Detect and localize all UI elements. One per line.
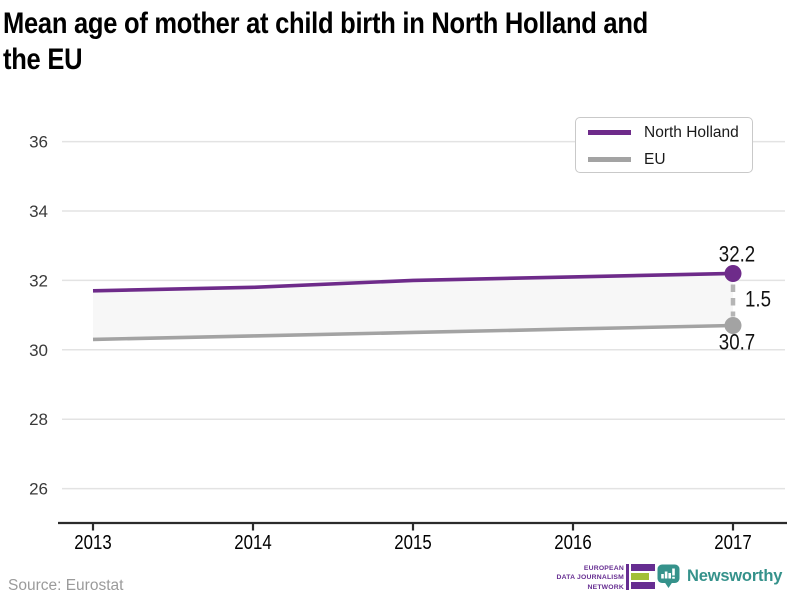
- north-holland-end-dot: [724, 264, 742, 282]
- y-tick-label-36: 36: [29, 133, 48, 152]
- y-tick-label-34: 34: [29, 202, 48, 221]
- newsworthy-wordmark: Newsworthy: [687, 567, 783, 585]
- edjn-logo-divider: [626, 564, 629, 590]
- eu-value-label: 30.7: [719, 331, 755, 355]
- eu-line: [92, 323, 734, 342]
- source-credit: Source: Eurostat: [8, 577, 124, 594]
- north-holland-line: [92, 271, 734, 293]
- difference-band: [93, 273, 733, 340]
- y-tick-label-30: 30: [29, 341, 48, 360]
- y-tick-label-26: 26: [29, 480, 48, 499]
- north-holland-line-swatch: [588, 130, 631, 135]
- edjn-text-line3: NETWORK: [587, 583, 624, 591]
- edjn-logo: EUROPEAN DATA JOURNALISM NETWORK: [552, 563, 655, 592]
- north-holland-value-label: 32.2: [719, 243, 755, 267]
- edjn-text-line2: DATA JOURNALISM: [556, 574, 624, 582]
- eu-end-dot: [724, 317, 742, 335]
- chart-title-line2: the EU: [3, 43, 83, 76]
- y-tick-label-32: 32: [29, 271, 48, 290]
- x-tick-label-2013: 2013: [74, 530, 111, 553]
- x-tick-label-2017: 2017: [714, 530, 751, 553]
- edjn-logo-text: EUROPEAN DATA JOURNALISM NETWORK: [552, 563, 624, 592]
- legend-label-eu: EU: [644, 150, 666, 168]
- y-tick-label-28: 28: [29, 410, 48, 429]
- newsworthy-chart-bubble-icon: [657, 564, 680, 588]
- legend-item-north-holland: North Holland: [576, 120, 752, 145]
- chart-title-line1: Mean age of mother at child birth in Nor…: [3, 7, 649, 40]
- x-tick-label-2015: 2015: [394, 530, 431, 553]
- eu-line-swatch: [588, 157, 631, 162]
- edjn-bar-bottom: [631, 582, 655, 589]
- edjn-logo-mark: [631, 564, 655, 592]
- legend: North Holland EU: [575, 117, 753, 173]
- x-tick-label-2016: 2016: [554, 530, 591, 553]
- edjn-bar-top: [631, 564, 655, 571]
- chart-title: Mean age of mother at child birth in Nor…: [3, 6, 800, 78]
- legend-item-eu: EU: [576, 147, 752, 172]
- difference-value-label: 1.5: [745, 288, 771, 312]
- edjn-bar-middle: [631, 573, 649, 580]
- newsworthy-logo: Newsworthy: [657, 564, 782, 589]
- legend-label-north-holland: North Holland: [644, 123, 739, 141]
- x-tick-label-2014: 2014: [234, 530, 271, 553]
- edjn-text-line1: EUROPEAN: [583, 565, 624, 572]
